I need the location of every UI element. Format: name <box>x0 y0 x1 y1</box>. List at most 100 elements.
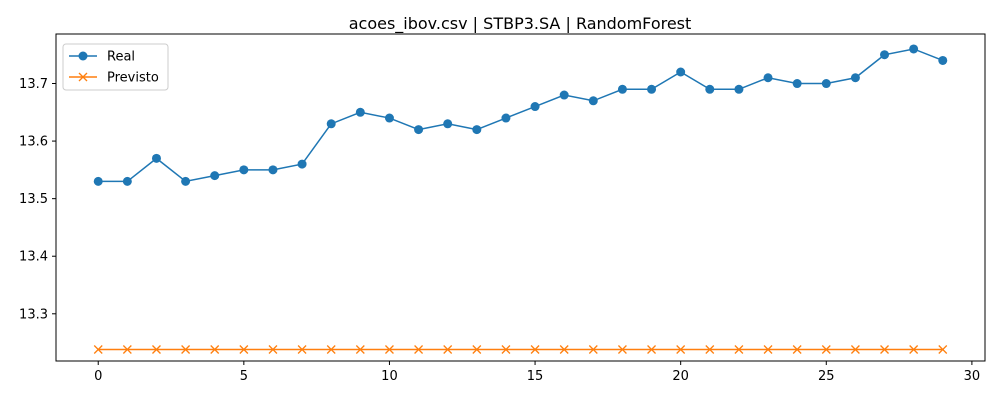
x-marker-stroke <box>355 345 365 354</box>
x-tick-label: 20 <box>672 369 689 384</box>
x-marker-stroke <box>588 345 598 354</box>
x-marker-stroke <box>152 345 161 354</box>
data-point-real <box>850 73 860 83</box>
x-marker-stroke <box>239 345 249 354</box>
data-point-real <box>210 171 220 181</box>
data-point-previsto <box>239 345 249 354</box>
y-tick-label: 13.5 <box>19 192 48 207</box>
x-marker-stroke <box>909 345 919 354</box>
x-marker-stroke <box>647 345 657 354</box>
data-point-real <box>268 165 278 175</box>
data-point-previsto <box>850 345 860 354</box>
x-tick-label: 30 <box>964 369 981 384</box>
data-point-previsto <box>297 345 307 354</box>
data-point-previsto <box>821 345 831 354</box>
data-point-previsto <box>530 345 540 354</box>
data-point-previsto <box>181 345 191 354</box>
data-point-previsto <box>326 345 336 354</box>
y-axis: 13.3 13.4 13.5 13.6 13.7 <box>19 77 56 322</box>
x-marker-stroke <box>210 345 220 354</box>
data-point-previsto <box>792 345 802 354</box>
data-point-real <box>821 79 831 89</box>
x-marker-stroke <box>326 345 336 354</box>
data-point-previsto <box>647 345 657 354</box>
x-marker-stroke <box>443 345 453 354</box>
x-marker-stroke <box>472 345 482 354</box>
data-point-previsto <box>617 345 627 354</box>
data-point-previsto <box>122 345 132 354</box>
data-point-previsto <box>676 345 686 354</box>
data-point-previsto <box>880 345 889 354</box>
data-point-previsto <box>501 345 511 354</box>
data-point-real <box>909 44 919 54</box>
data-point-previsto <box>734 345 744 354</box>
x-marker-stroke <box>122 345 132 354</box>
data-point-real <box>151 153 161 163</box>
data-point-real <box>617 84 627 94</box>
chart-title: acoes_ibov.csv | STBP3.SA | RandomForest <box>349 14 692 34</box>
data-point-real <box>938 55 948 65</box>
data-point-previsto <box>414 345 424 354</box>
legend-entry-real: Real <box>69 50 135 65</box>
data-point-real <box>414 125 424 135</box>
x-marker-stroke <box>181 345 191 354</box>
data-point-previsto <box>705 345 715 354</box>
data-point-previsto <box>763 345 773 354</box>
x-marker-stroke <box>530 345 540 354</box>
data-point-previsto <box>210 345 220 354</box>
axes-frame <box>55 33 986 362</box>
data-point-real <box>472 125 482 135</box>
data-point-previsto <box>443 345 453 354</box>
data-point-real <box>763 73 773 83</box>
data-point-real <box>93 176 103 186</box>
data-point-real <box>647 84 657 94</box>
data-point-previsto <box>588 345 598 354</box>
data-point-real <box>239 165 249 175</box>
x-marker-stroke <box>705 345 715 354</box>
x-tick-label: 10 <box>381 369 398 384</box>
data-point-previsto <box>559 345 569 354</box>
data-point-real <box>384 113 394 123</box>
data-point-previsto <box>355 345 365 354</box>
x-tick-label: 25 <box>818 369 835 384</box>
y-tick-label: 13.3 <box>19 307 48 322</box>
data-point-real <box>880 50 890 60</box>
x-axis: 0 5 10 15 20 25 30 <box>94 361 980 384</box>
data-point-real <box>122 176 132 186</box>
data-point-real <box>530 102 540 112</box>
x-marker-stroke <box>880 345 889 354</box>
data-point-real <box>588 96 598 106</box>
data-point-real <box>792 79 802 89</box>
data-point-real <box>501 113 511 123</box>
data-point-real <box>355 107 365 117</box>
y-tick-label: 13.7 <box>19 77 48 92</box>
data-point-previsto <box>909 345 919 354</box>
x-marker-stroke <box>792 345 802 354</box>
y-tick-label: 13.4 <box>19 250 48 265</box>
x-marker-stroke <box>821 345 831 354</box>
data-point-real <box>559 90 569 100</box>
y-tick-label: 13.6 <box>19 135 48 150</box>
x-marker-stroke <box>501 345 511 354</box>
data-point-previsto <box>93 345 103 354</box>
plot-area <box>93 44 948 354</box>
x-marker-stroke <box>297 345 307 354</box>
legend-marker <box>78 72 88 82</box>
data-point-real <box>181 176 191 186</box>
x-tick-label: 15 <box>527 369 544 384</box>
x-marker-stroke <box>268 345 278 354</box>
legend-label: Real <box>107 50 135 65</box>
x-marker-stroke <box>734 345 744 354</box>
x-marker-stroke <box>763 345 773 354</box>
legend-entry-previsto: Previsto <box>69 71 159 86</box>
data-point-real <box>326 119 336 129</box>
data-point-real <box>443 119 453 129</box>
data-point-real <box>676 67 686 77</box>
data-point-previsto <box>938 345 948 354</box>
legend-marker <box>78 51 88 61</box>
x-marker-stroke <box>850 345 860 354</box>
legend: Real Previsto <box>62 43 169 91</box>
data-point-previsto <box>472 345 482 354</box>
data-point-real <box>734 84 744 94</box>
